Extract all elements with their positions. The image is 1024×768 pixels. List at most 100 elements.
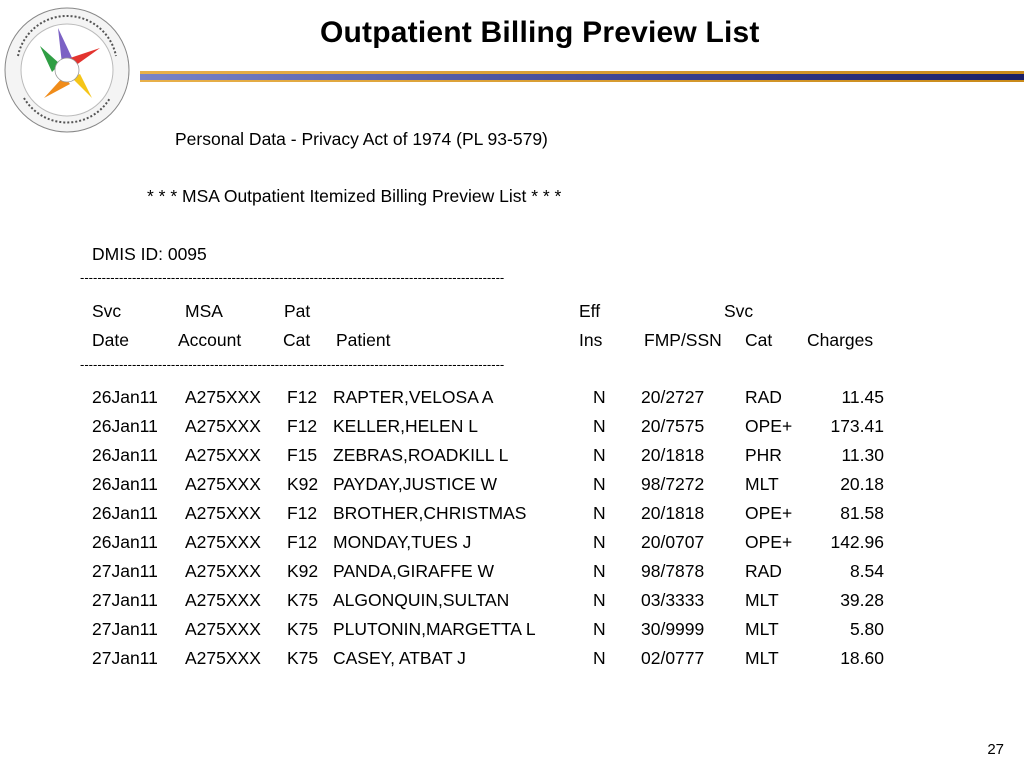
- row-date: 27Jan11: [92, 648, 158, 668]
- row-fmp: 20/2727: [641, 387, 705, 407]
- conference-logo: [4, 7, 130, 133]
- row-ins: N: [593, 416, 606, 436]
- row-ins: N: [593, 445, 606, 465]
- row-account: A275XXX: [185, 503, 261, 523]
- header-svc: Svc: [92, 301, 122, 321]
- row-cat: F15: [287, 445, 318, 465]
- row-charges: 142.96: [830, 532, 884, 552]
- row-fmp: 98/7878: [641, 561, 705, 581]
- row-ins: N: [593, 619, 606, 639]
- hands-graphic: [40, 28, 100, 98]
- header-cat: Cat: [283, 330, 311, 350]
- row-cat: K75: [287, 590, 319, 610]
- row-cat: K75: [287, 648, 319, 668]
- row-account: A275XXX: [185, 416, 261, 436]
- row-patient: KELLER,HELEN L: [333, 416, 478, 436]
- row-svc: OPE+: [745, 503, 793, 523]
- row-cat: F12: [287, 416, 318, 436]
- header-cat2: Cat: [745, 330, 773, 350]
- header-ins: Ins: [579, 330, 603, 350]
- row-account: A275XXX: [185, 590, 261, 610]
- page-number: 27: [987, 741, 1004, 758]
- row-cat: K92: [287, 561, 319, 581]
- row-svc: MLT: [745, 648, 779, 668]
- row-cat: K75: [287, 619, 319, 639]
- row-svc: MLT: [745, 474, 779, 494]
- header-patient: Patient: [336, 330, 391, 350]
- row-account: A275XXX: [185, 561, 261, 581]
- row-patient: PANDA,GIRAFFE W: [333, 561, 495, 581]
- row-charges: 173.41: [830, 416, 884, 436]
- row-ins: N: [593, 561, 606, 581]
- row-ins: N: [593, 532, 606, 552]
- header-date: Date: [92, 330, 129, 350]
- row-ins: N: [593, 648, 606, 668]
- row-account: A275XXX: [185, 474, 261, 494]
- row-account: A275XXX: [185, 387, 261, 407]
- separator-top: ----------------------------------------…: [80, 270, 505, 285]
- row-ins: N: [593, 590, 606, 610]
- row-date: 26Jan11: [92, 532, 158, 552]
- row-patient: MONDAY,TUES J: [333, 532, 472, 552]
- row-charges: 39.28: [840, 590, 884, 610]
- row-account: A275XXX: [185, 648, 261, 668]
- row-charges: 81.58: [840, 503, 884, 523]
- title-underline: [140, 71, 1024, 82]
- row-charges: 11.30: [841, 445, 885, 465]
- row-date: 26Jan11: [92, 445, 158, 465]
- row-cat: K92: [287, 474, 319, 494]
- row-charges: 18.60: [840, 648, 884, 668]
- header-account: Account: [178, 330, 242, 350]
- header-fmp-ssn: FMP/SSN: [644, 330, 722, 350]
- row-patient: CASEY, ATBAT J: [333, 648, 466, 668]
- row-patient: ZEBRAS,ROADKILL L: [333, 445, 509, 465]
- row-svc: MLT: [745, 590, 779, 610]
- row-fmp: 30/9999: [641, 619, 705, 639]
- row-patient: RAPTER,VELOSA A: [333, 387, 494, 407]
- row-fmp: 98/7272: [641, 474, 705, 494]
- page-title: Outpatient Billing Preview List: [320, 16, 760, 49]
- row-date: 26Jan11: [92, 503, 158, 523]
- row-patient: PLUTONIN,MARGETTA L: [333, 619, 536, 639]
- row-svc: OPE+: [745, 416, 793, 436]
- dmis-id: DMIS ID: 0095: [92, 244, 207, 264]
- row-date: 27Jan11: [92, 561, 158, 581]
- row-svc: MLT: [745, 619, 779, 639]
- row-account: A275XXX: [185, 532, 261, 552]
- row-fmp: 20/0707: [641, 532, 705, 552]
- row-fmp: 20/1818: [641, 503, 705, 523]
- row-fmp: 02/0777: [641, 648, 705, 668]
- header-pat: Pat: [284, 301, 311, 321]
- row-patient: BROTHER,CHRISTMAS: [333, 503, 527, 523]
- row-svc: RAD: [745, 561, 782, 581]
- header-eff: Eff: [579, 301, 601, 321]
- row-ins: N: [593, 474, 606, 494]
- row-patient: ALGONQUIN,SULTAN: [333, 590, 510, 610]
- privacy-notice: Personal Data - Privacy Act of 1974 (PL …: [175, 129, 548, 149]
- row-date: 26Jan11: [92, 387, 158, 407]
- row-svc: RAD: [745, 387, 782, 407]
- separator-bottom: ----------------------------------------…: [80, 357, 505, 372]
- row-date: 26Jan11: [92, 416, 158, 436]
- row-date: 27Jan11: [92, 619, 158, 639]
- row-svc: OPE+: [745, 532, 793, 552]
- row-charges: 11.45: [841, 387, 885, 407]
- row-date: 27Jan11: [92, 590, 158, 610]
- row-account: A275XXX: [185, 619, 261, 639]
- row-cat: F12: [287, 503, 318, 523]
- row-charges: 5.80: [849, 619, 884, 639]
- row-cat: F12: [287, 532, 318, 552]
- row-date: 26Jan11: [92, 474, 158, 494]
- row-fmp: 20/1818: [641, 445, 705, 465]
- row-ins: N: [593, 503, 606, 523]
- report-title: * * * MSA Outpatient Itemized Billing Pr…: [147, 186, 562, 206]
- header-svc2: Svc: [724, 301, 754, 321]
- header-charges: Charges: [807, 330, 874, 350]
- row-patient: PAYDAY,JUSTICE W: [333, 474, 498, 494]
- row-charges: 8.54: [849, 561, 884, 581]
- row-account: A275XXX: [185, 445, 261, 465]
- row-charges: 20.18: [840, 474, 884, 494]
- row-svc: PHR: [745, 445, 782, 465]
- header-msa: MSA: [185, 301, 223, 321]
- row-fmp: 20/7575: [641, 416, 705, 436]
